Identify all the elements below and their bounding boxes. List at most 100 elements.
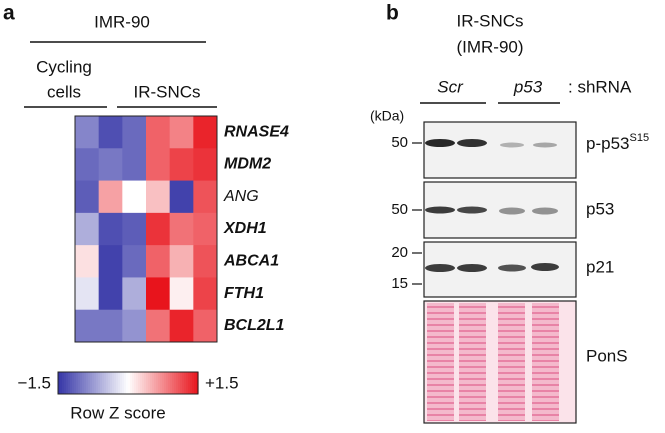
- band: [457, 139, 487, 147]
- heatmap-border: [74, 115, 218, 343]
- colorbar-step: [154, 372, 157, 394]
- heat-cell: [193, 116, 218, 149]
- heat-cell: [146, 245, 171, 278]
- colorbar-border: [57, 371, 199, 395]
- pons-lane: [532, 303, 559, 421]
- colorbar-step: [132, 372, 135, 394]
- colorbar-step: [184, 372, 187, 394]
- colorbar-step: [74, 372, 77, 394]
- marker-label: 50: [391, 201, 408, 218]
- colorbar-step: [94, 372, 97, 394]
- colorbar-step: [68, 372, 71, 394]
- lane-group: p53: [513, 77, 543, 96]
- colorbar-step: [194, 372, 197, 394]
- heat-cell: [146, 180, 171, 214]
- heat-cell: [122, 116, 147, 149]
- colorbar-step: [60, 372, 63, 394]
- heat-cell: [169, 180, 194, 214]
- colorbar-step: [144, 372, 147, 394]
- blot-panel: [423, 121, 577, 179]
- blot-label: p53: [586, 199, 614, 218]
- colorbar-step: [122, 372, 125, 394]
- colorbar-step: [130, 372, 133, 394]
- colorbar-step: [80, 372, 83, 394]
- heat-cell: [169, 148, 194, 182]
- colorbar-step: [148, 372, 151, 394]
- colorbar-label: Row Z score: [70, 403, 165, 422]
- group-suffix: : shRNA: [568, 77, 632, 96]
- band: [500, 142, 524, 148]
- colorbar-step: [158, 372, 161, 394]
- heat-cell: [169, 212, 194, 246]
- heat-cell: [193, 212, 218, 246]
- blot-title: (IMR-90): [456, 37, 523, 56]
- bands: [425, 206, 558, 215]
- heat-cell: [193, 245, 218, 278]
- band: [425, 206, 455, 214]
- colorbar-step: [180, 372, 183, 394]
- heat-cell: [98, 148, 123, 182]
- colorbar-step: [128, 372, 131, 394]
- band: [425, 139, 455, 147]
- heat-cell: [169, 245, 194, 278]
- colorbar-step: [174, 372, 177, 394]
- colorbar-step: [62, 372, 65, 394]
- colorbar-step: [188, 372, 191, 394]
- heat-cell: [193, 180, 218, 214]
- pons-lane: [498, 303, 525, 421]
- colorbar-step: [150, 372, 153, 394]
- band: [498, 264, 526, 272]
- heat-cell: [146, 309, 171, 343]
- band: [531, 263, 559, 271]
- band: [499, 207, 525, 215]
- heat-cell: [169, 309, 194, 343]
- heat-cell: [193, 277, 218, 311]
- heat-cell: [146, 277, 171, 311]
- heat-cell: [75, 245, 100, 278]
- colorbar-step: [78, 372, 81, 394]
- row-label: ANG: [223, 188, 259, 205]
- group-label: Cycling: [36, 57, 92, 76]
- heat-cell: [146, 116, 171, 149]
- colorbar-step: [162, 372, 165, 394]
- blot-label: p-p53S15: [586, 132, 649, 154]
- colorbar-step: [142, 372, 145, 394]
- colorbar-step: [114, 372, 117, 394]
- band: [457, 264, 487, 272]
- colorbar-step: [100, 372, 103, 394]
- row-label: ABCA1: [223, 253, 279, 270]
- band: [425, 264, 455, 272]
- row-label: RNASE4: [224, 123, 289, 140]
- colorbar-step: [118, 372, 121, 394]
- blot-label: p21: [586, 257, 614, 276]
- colorbar-step: [170, 372, 173, 394]
- colorbar-step: [66, 372, 69, 394]
- colorbar-step: [136, 372, 139, 394]
- heat-cell: [75, 116, 100, 149]
- heat-cell: [98, 212, 123, 246]
- band: [457, 206, 487, 214]
- colorbar-step: [176, 372, 179, 394]
- marker-label: 15: [391, 275, 408, 292]
- row-label: XDH1: [223, 220, 267, 237]
- colorbar-step: [96, 372, 99, 394]
- colorbar-step: [92, 372, 95, 394]
- colorbar-step: [120, 372, 123, 394]
- marker-label: 20: [391, 244, 408, 261]
- heat-cell: [75, 180, 100, 214]
- band: [532, 207, 558, 215]
- unit-label: (kDa): [370, 108, 404, 124]
- colorbar-step: [86, 372, 89, 394]
- heat-cell: [98, 309, 123, 343]
- heat-cell: [169, 277, 194, 311]
- heat-cell: [75, 212, 100, 246]
- colorbar-tick-label: −1.5: [17, 373, 51, 392]
- colorbar-step: [138, 372, 141, 394]
- heat-cell: [122, 180, 147, 214]
- colorbar-step: [178, 372, 181, 394]
- superscript: S15: [629, 132, 649, 144]
- colorbar-step: [160, 372, 163, 394]
- heat-cell: [75, 148, 100, 182]
